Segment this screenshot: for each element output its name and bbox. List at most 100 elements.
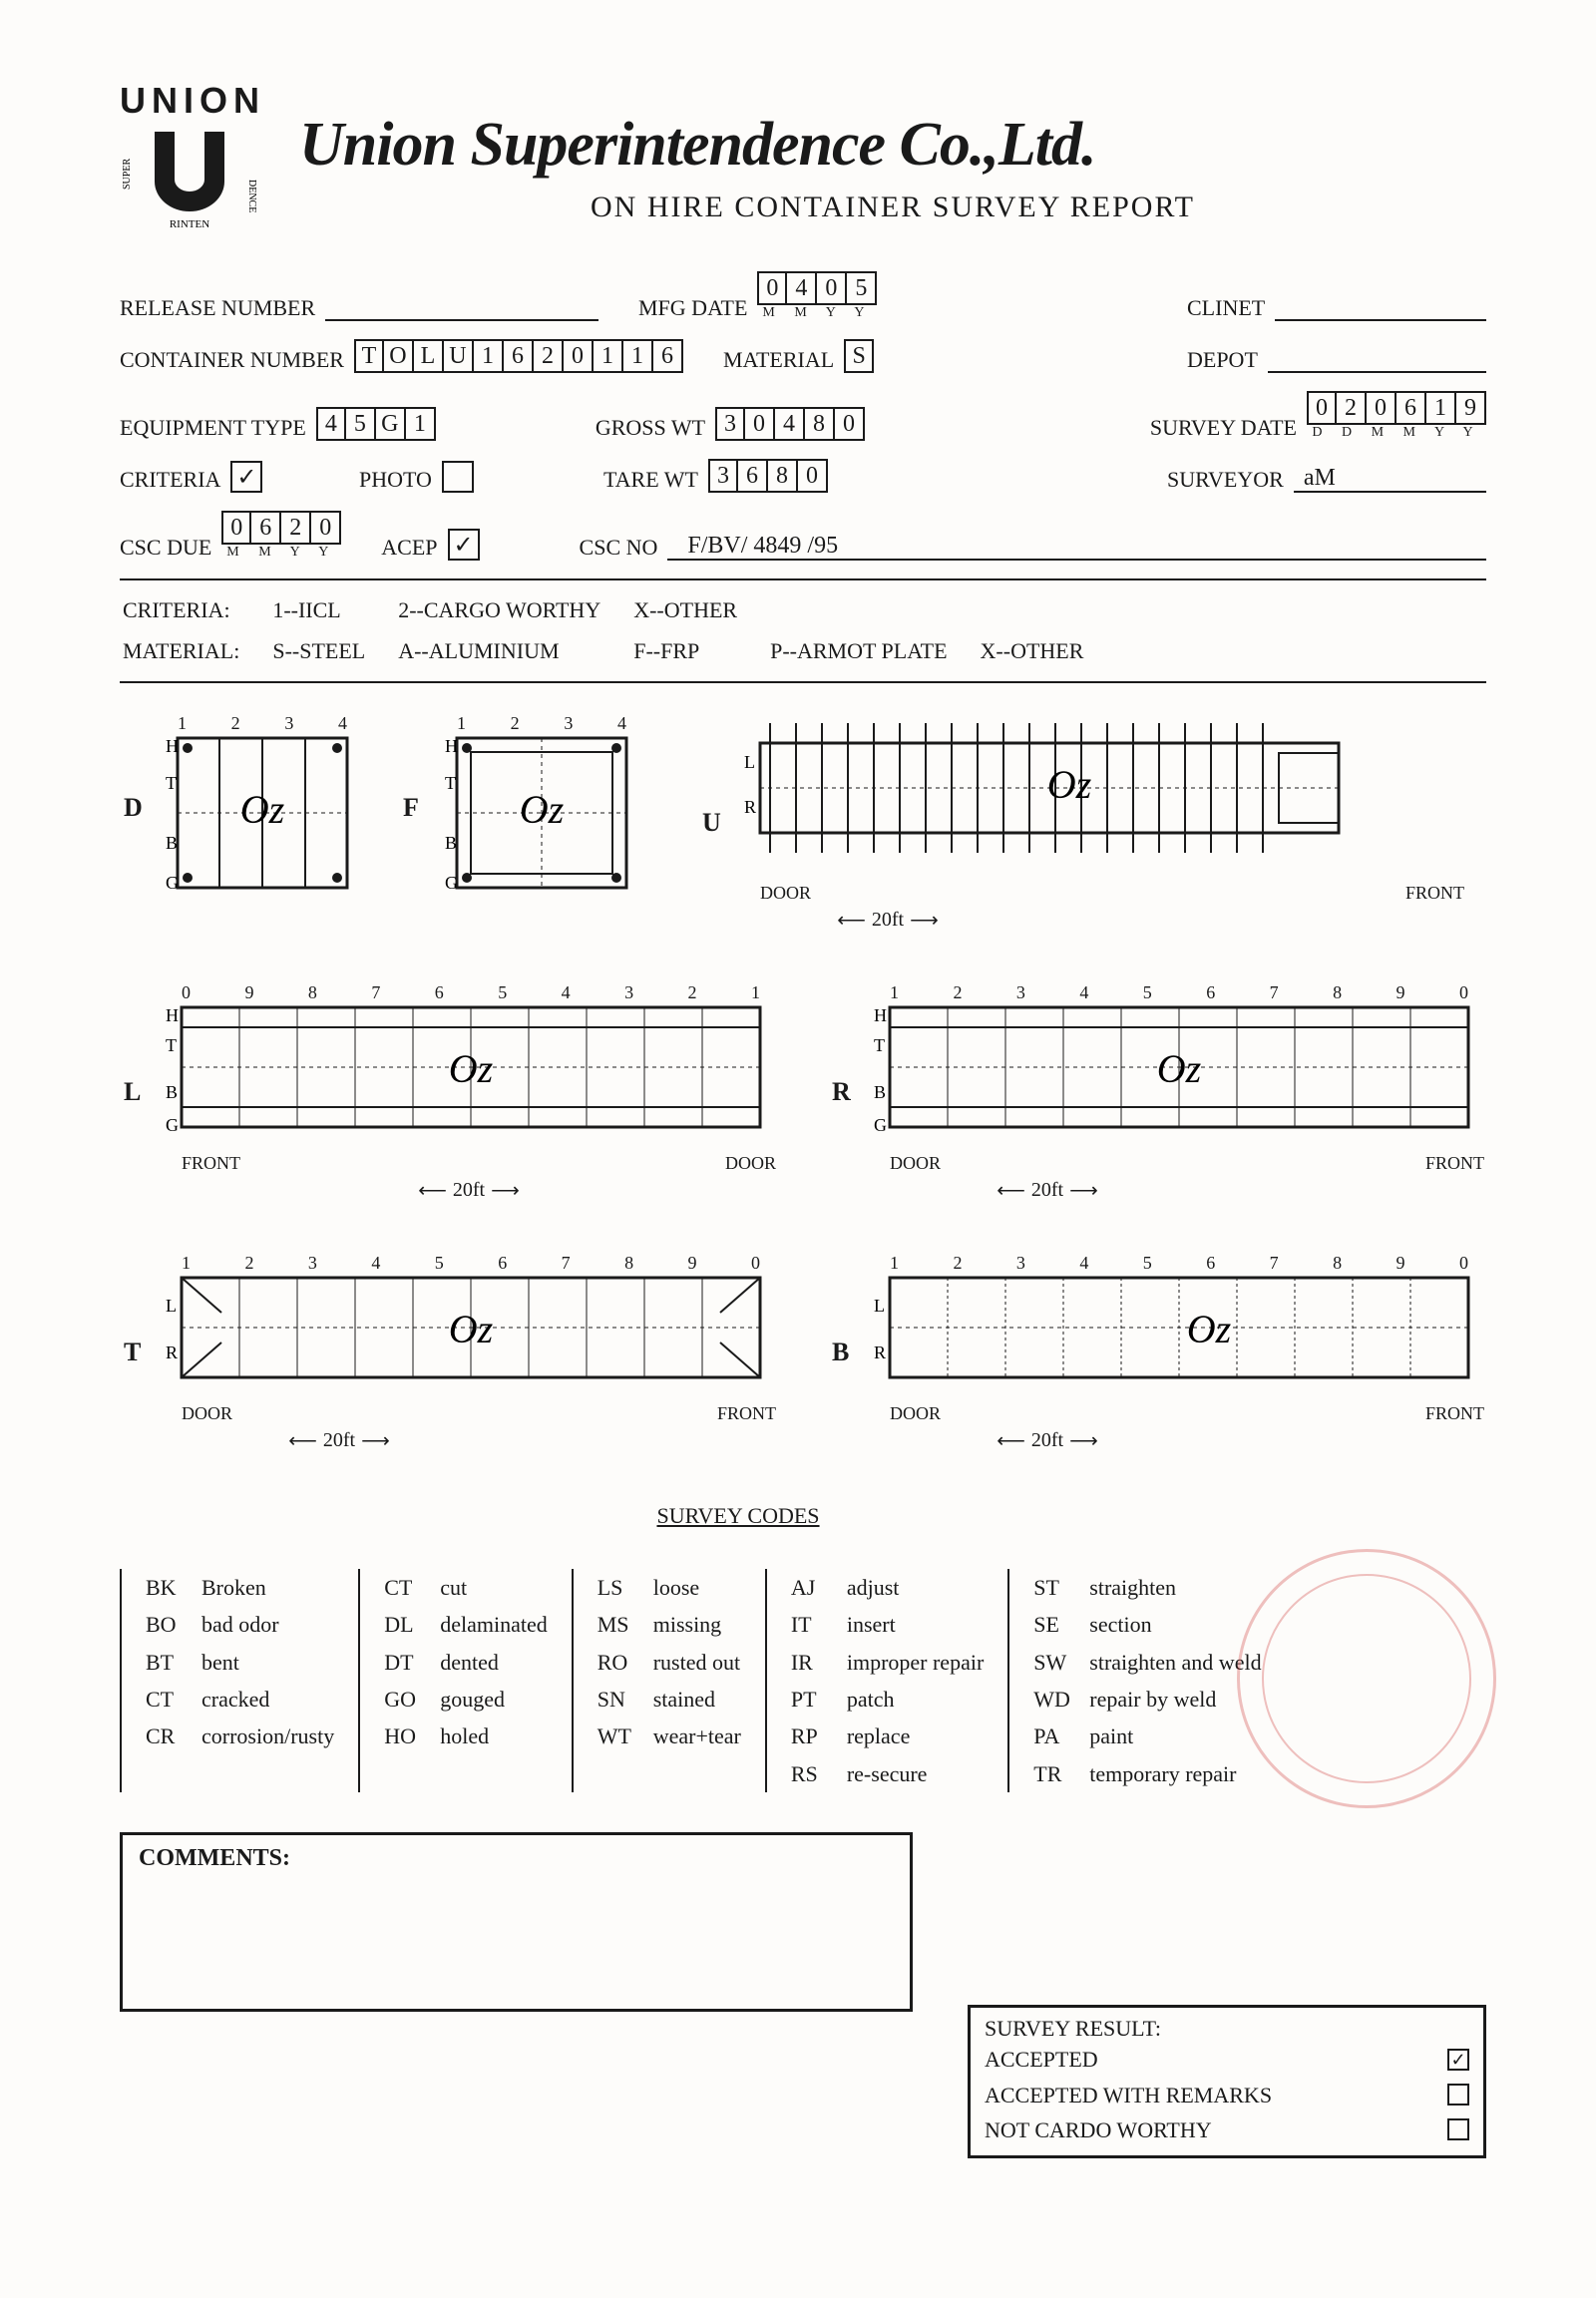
- code-desc: delaminated: [440, 1606, 548, 1643]
- gross-wt-boxes[interactable]: 30480: [715, 407, 865, 441]
- survey-result-box: SURVEY RESULT: ACCEPTED✓ ACCEPTED WITH R…: [968, 2005, 1486, 2158]
- panel-u: U Oz LR DOOR FRONT ⟵20ft⟶: [738, 713, 1486, 933]
- code-desc: corrosion/rusty: [201, 1718, 334, 1754]
- mfg-date-boxes[interactable]: 0405: [757, 271, 877, 305]
- material-item-0: S--STEEL: [271, 631, 395, 670]
- code-desc: rusted out: [653, 1644, 740, 1681]
- equipment-type-label: EQUIPMENT TYPE: [120, 415, 306, 441]
- photo-checkbox[interactable]: [442, 461, 474, 493]
- svg-text:R: R: [874, 1342, 886, 1362]
- code-desc: stained: [653, 1681, 715, 1718]
- material-label: MATERIAL: [723, 347, 834, 373]
- depot-value[interactable]: [1268, 345, 1486, 373]
- svg-text:H: H: [445, 736, 458, 756]
- code-desc: gouged: [440, 1681, 505, 1718]
- svg-text:Oz: Oz: [520, 787, 565, 832]
- survey-codes: BKBrokenBObad odorBTbentCTcrackedCRcorro…: [120, 1569, 1486, 1792]
- acep-checkbox[interactable]: ✓: [448, 529, 480, 561]
- svg-text:Oz: Oz: [1157, 1046, 1202, 1091]
- t-door-label: DOOR: [182, 1403, 232, 1424]
- code-abbr: CR: [146, 1718, 188, 1754]
- csc-due-sublabel: M M Y Y: [221, 545, 341, 561]
- svg-text:Oz: Oz: [240, 787, 285, 832]
- code-desc: dented: [440, 1644, 499, 1681]
- result-row-2-check[interactable]: [1447, 2118, 1469, 2140]
- svg-text:G: G: [166, 873, 179, 893]
- code-abbr: SN: [598, 1681, 639, 1718]
- code-abbr: PA: [1033, 1718, 1075, 1754]
- company-logo: UNION SUPER DENCE RINTEN: [120, 80, 259, 231]
- code-desc: bent: [201, 1644, 239, 1681]
- code-abbr: LS: [598, 1569, 639, 1606]
- svg-text:G: G: [874, 1115, 887, 1135]
- panel-b: B 1234567890 Oz LR DOOR FRONT ⟵20ft⟶: [868, 1253, 1506, 1453]
- r-door-label: DOOR: [890, 1153, 941, 1174]
- panel-d: D 1234 Oz HTBG: [160, 713, 369, 904]
- material-legend-label: MATERIAL:: [122, 631, 269, 670]
- survey-date-boxes[interactable]: 020619: [1307, 391, 1486, 425]
- depot-label: DEPOT: [1187, 347, 1258, 373]
- criteria-legend-label: CRITERIA:: [122, 590, 269, 629]
- code-desc: insert: [847, 1606, 896, 1643]
- codes-col-2: LSlooseMSmissingROrusted outSNstainedWTw…: [572, 1569, 765, 1792]
- code-abbr: RP: [791, 1718, 833, 1754]
- code-desc: replace: [847, 1718, 911, 1754]
- code-desc: paint: [1089, 1718, 1133, 1754]
- code-desc: temporary repair: [1089, 1755, 1236, 1792]
- criteria-label: CRITERIA: [120, 467, 220, 493]
- comments-box[interactable]: COMMENTS:: [120, 1832, 913, 2012]
- code-desc: wear+tear: [653, 1718, 741, 1754]
- r-front-label: FRONT: [1425, 1153, 1484, 1174]
- code-desc: missing: [653, 1606, 721, 1643]
- tare-wt-boxes[interactable]: 3680: [708, 459, 828, 493]
- codes-col-3: AJadjustITinsertIRimproper repairPTpatch…: [765, 1569, 1007, 1792]
- mfg-date-label: MFG DATE: [638, 295, 747, 321]
- svg-text:G: G: [445, 873, 458, 893]
- clinet-value[interactable]: [1275, 293, 1486, 321]
- code-abbr: WD: [1033, 1681, 1075, 1718]
- result-row-0-check[interactable]: ✓: [1447, 2049, 1469, 2071]
- divider: [120, 681, 1486, 683]
- l-door-label: DOOR: [725, 1153, 776, 1174]
- svg-text:T: T: [166, 1035, 177, 1055]
- svg-text:G: G: [166, 1115, 179, 1135]
- container-number-boxes[interactable]: TOLU1620116: [354, 339, 683, 373]
- material-item-1: A--ALUMINIUM: [397, 631, 630, 670]
- material-item-3: P--ARMOT PLATE: [769, 631, 977, 670]
- surveyor-value[interactable]: aM: [1294, 465, 1486, 493]
- equipment-type-boxes[interactable]: 45G1: [316, 407, 436, 441]
- material-boxes[interactable]: S: [844, 339, 874, 373]
- svg-text:H: H: [166, 1005, 179, 1025]
- svg-text:Oz: Oz: [1187, 1307, 1232, 1351]
- code-abbr: HO: [384, 1718, 426, 1754]
- panel-f-svg: Oz HTBG: [439, 734, 648, 904]
- release-number-value[interactable]: [325, 293, 598, 321]
- photo-label: PHOTO: [359, 467, 432, 493]
- panel-l: L 0987654321 Oz HTBG FRONT DOOR: [160, 982, 798, 1203]
- csc-no-value[interactable]: F/BV/ 4849 /95: [667, 533, 1486, 561]
- csc-due-boxes[interactable]: 0620: [221, 511, 341, 545]
- code-abbr: SE: [1033, 1606, 1075, 1643]
- svg-text:Oz: Oz: [449, 1046, 494, 1091]
- panel-t: T 1234567890 Oz LR DOOR FRONT ⟵2: [160, 1253, 798, 1453]
- panel-l-svg: Oz HTBG: [160, 1003, 798, 1153]
- surveyor-label: SURVEYOR: [1167, 467, 1284, 493]
- result-title: SURVEY RESULT:: [985, 2016, 1469, 2042]
- code-desc: cracked: [201, 1681, 269, 1718]
- criteria-checkbox[interactable]: ✓: [230, 461, 262, 493]
- container-diagrams: D 1234 Oz HTBG F: [120, 713, 1486, 1453]
- material-item-4: X--OTHER: [980, 631, 1114, 670]
- csc-no-label: CSC NO: [580, 535, 658, 561]
- code-desc: adjust: [847, 1569, 900, 1606]
- logo-wordmark: UNION: [120, 80, 259, 122]
- acep-label: ACEP: [381, 535, 437, 561]
- code-abbr: AJ: [791, 1569, 833, 1606]
- result-row-1-check[interactable]: [1447, 2084, 1469, 2106]
- code-abbr: DT: [384, 1644, 426, 1681]
- svg-text:R: R: [166, 1342, 178, 1362]
- code-abbr: RS: [791, 1755, 833, 1792]
- code-desc: straighten: [1089, 1569, 1176, 1606]
- code-abbr: WT: [598, 1718, 639, 1754]
- code-abbr: PT: [791, 1681, 833, 1718]
- criteria-item-1: 2--CARGO WORTHY: [397, 590, 630, 629]
